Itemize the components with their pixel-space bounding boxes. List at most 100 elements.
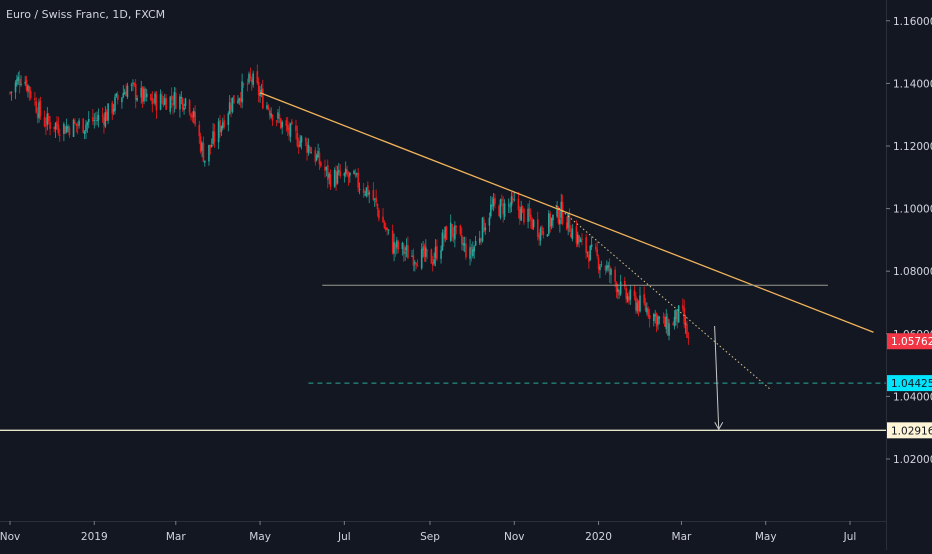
candle-body <box>445 226 448 240</box>
candle-body <box>227 113 230 125</box>
candle-body <box>74 121 76 124</box>
candle-body <box>628 296 630 302</box>
candle-body <box>473 246 476 252</box>
candle-body <box>318 152 321 165</box>
candle-body <box>123 92 126 95</box>
candle-body <box>416 265 419 267</box>
arrow-shaft[interactable] <box>714 325 720 430</box>
candle-body <box>672 323 674 326</box>
price-axis[interactable]: 1.020001.040001.060001.080001.100001.120… <box>886 16 932 466</box>
candle-body <box>372 190 375 201</box>
candle-body <box>434 247 437 258</box>
candle-body <box>614 269 616 282</box>
candle-body <box>396 240 398 248</box>
candle-body <box>654 314 656 317</box>
candle-body <box>655 313 658 327</box>
candle-body <box>373 198 376 200</box>
candle-body <box>519 208 521 220</box>
candle-body <box>184 98 187 106</box>
candle-body <box>202 143 205 162</box>
dotted-trendline[interactable] <box>555 205 772 391</box>
candle-body <box>353 170 355 175</box>
y-tick-label: 1.12000 <box>893 141 932 153</box>
candle-body <box>86 122 89 126</box>
candle-body <box>122 93 125 98</box>
candle-body <box>198 124 201 137</box>
candle-body <box>286 124 289 130</box>
candle-body <box>64 126 67 134</box>
candle-body <box>376 203 379 210</box>
x-tick-label: Jul <box>843 531 857 543</box>
candle-body <box>643 294 645 304</box>
candle-body <box>9 92 11 94</box>
candle-body <box>610 269 612 275</box>
candle-body <box>75 123 78 126</box>
candle-body <box>682 305 684 309</box>
candle-body <box>581 238 583 240</box>
price-tag-bg <box>887 422 932 439</box>
candle-body <box>521 205 524 208</box>
candle-body <box>34 98 36 101</box>
trendline[interactable] <box>259 92 874 333</box>
candle-body <box>401 242 404 249</box>
candle-body <box>664 317 666 327</box>
candle-body <box>297 144 300 147</box>
candle-body <box>212 131 214 144</box>
candle-body <box>93 120 96 122</box>
candle-body <box>469 247 471 259</box>
candle-body <box>295 125 297 132</box>
candle-body <box>557 207 560 224</box>
candle-body <box>579 239 582 243</box>
candle-body <box>241 81 243 103</box>
candle-body <box>615 282 618 293</box>
candle-body <box>585 237 587 253</box>
candle-body <box>567 213 569 228</box>
candle-body <box>488 217 491 226</box>
candle-body <box>588 254 590 262</box>
candle-body <box>349 172 351 176</box>
candle-body <box>192 110 195 117</box>
x-tick-label: Mar <box>166 531 186 543</box>
candle-body <box>141 87 144 102</box>
candle-body <box>633 290 636 297</box>
candle-body <box>28 86 31 93</box>
candle-body <box>92 116 94 122</box>
candle-body <box>619 281 622 295</box>
time-axis[interactable]: Nov 2019 Mar May Jul Sep Nov 2020 Mar May Jul <box>0 521 856 543</box>
candle-body <box>648 314 651 319</box>
y-tick-label: 1.16000 <box>893 16 932 28</box>
x-tick-label: May <box>755 531 777 543</box>
candle-body <box>556 205 558 217</box>
candle-body <box>658 317 661 319</box>
candle-body <box>116 94 119 100</box>
candle-body <box>249 74 252 79</box>
candle-body <box>358 189 361 191</box>
candle-body <box>523 208 525 223</box>
candle-body <box>549 213 551 227</box>
candle-body <box>624 281 626 287</box>
candle-body <box>644 303 647 311</box>
candle-body <box>183 108 185 111</box>
candle-body <box>291 121 293 125</box>
candle-body <box>532 219 535 228</box>
candle-body <box>548 213 550 235</box>
candle-body <box>304 138 307 141</box>
candle-body <box>384 227 387 231</box>
candle-body <box>452 233 455 238</box>
candle-body <box>208 145 210 162</box>
candle-body <box>397 241 400 250</box>
candle-body <box>499 199 502 218</box>
candle-body <box>310 152 312 154</box>
candle-body <box>56 121 58 127</box>
candle-body <box>121 97 123 103</box>
candle-body <box>494 197 496 204</box>
arrow-head <box>714 422 724 431</box>
candle-body <box>65 126 68 133</box>
candle-body <box>431 262 434 266</box>
candle-body <box>18 78 21 85</box>
candle-body <box>315 155 318 161</box>
candle-body <box>314 150 317 162</box>
